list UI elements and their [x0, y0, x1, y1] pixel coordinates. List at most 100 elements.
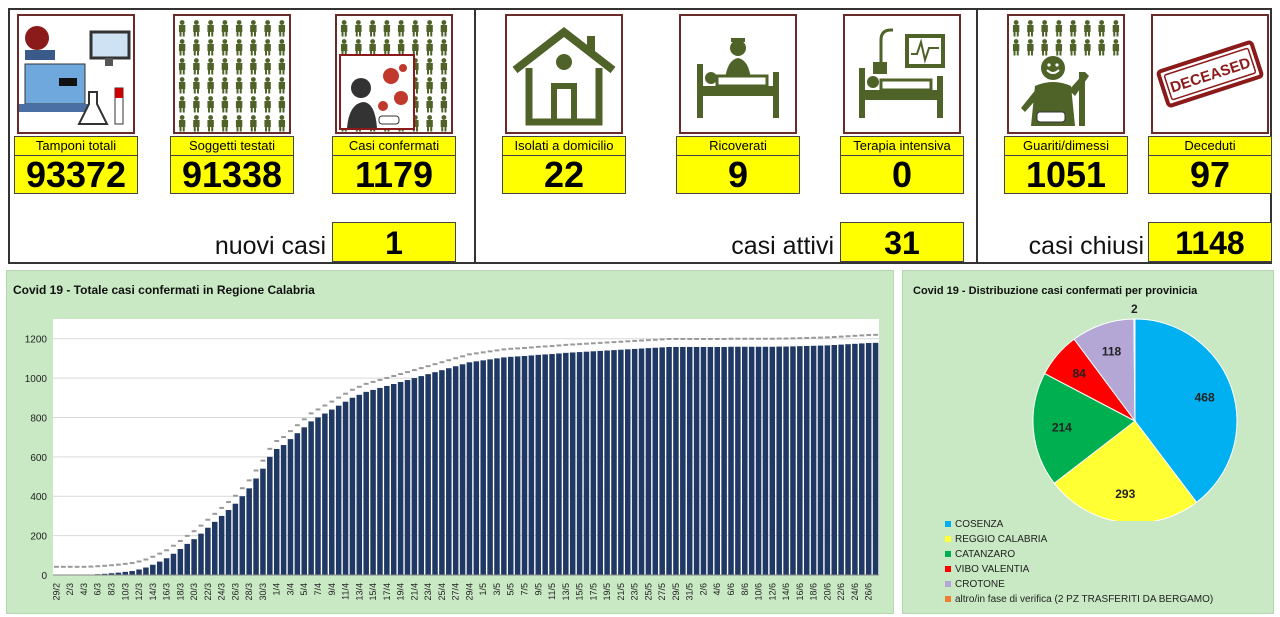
x-tick-label: 21/5 [616, 583, 626, 601]
bar [205, 527, 211, 575]
person-figure-icon [340, 39, 348, 56]
bar-data-label [480, 351, 486, 354]
person-figure-icon [250, 58, 257, 75]
y-tick-label: 0 [41, 571, 47, 582]
person-figure-icon [440, 77, 448, 94]
x-tick-label: 25/5 [643, 583, 653, 601]
person-figure-icon [440, 115, 448, 132]
bar-data-label [618, 340, 624, 343]
x-tick-label: 7/4 [313, 583, 323, 596]
person-figure-icon [250, 96, 257, 113]
plot-area [53, 319, 879, 575]
person-figure-icon [264, 39, 271, 56]
card-label: Isolati a domicilio [502, 136, 626, 156]
bar-data-label [260, 459, 266, 462]
bar-data-label [171, 544, 176, 547]
x-tick-label: 29/4 [464, 583, 474, 601]
summary-label: nuovi casi [214, 232, 326, 260]
person-figure-icon [235, 20, 243, 37]
bar-data-label [315, 408, 321, 411]
bar-data-label [54, 565, 59, 568]
card-value: 91338 [170, 156, 294, 194]
person-figure-icon [340, 20, 348, 37]
bar-data-label [756, 337, 761, 340]
summary-value: 31 [840, 222, 964, 262]
x-tick-label: 7/5 [520, 583, 530, 596]
x-tick-label: 3/5 [492, 583, 502, 596]
bar [163, 558, 170, 575]
bar-data-label [467, 353, 472, 356]
chart-title: Covid 19 - Distribuzione casi confermati… [913, 285, 1198, 297]
pie-data-label: 468 [1195, 391, 1215, 405]
y-tick-label: 600 [30, 453, 47, 464]
person-figure-icon [397, 20, 405, 37]
bar [356, 394, 363, 575]
bar [576, 352, 583, 575]
bar-data-label [522, 347, 527, 350]
bar [101, 573, 108, 575]
bar [411, 378, 418, 575]
summary-value: 1 [332, 222, 456, 262]
person-figure-icon [1098, 39, 1105, 56]
chart-title: Covid 19 - Totale casi confermati in Reg… [13, 283, 315, 297]
bar [177, 549, 184, 575]
person-figure-icon [426, 39, 433, 56]
bar-data-label [645, 339, 651, 342]
bar [218, 515, 225, 575]
bar [322, 413, 328, 575]
y-tick-label: 1000 [25, 374, 48, 385]
legend-entry: VIBO VALENTIA [945, 562, 1213, 577]
people-grid-svg [1012, 20, 1120, 56]
x-tick-label: 23/5 [630, 583, 640, 601]
bar [611, 350, 617, 575]
bar-data-label [129, 562, 135, 565]
legend-swatch [945, 581, 951, 588]
bar-data-label [439, 361, 445, 364]
bar-data-label [763, 337, 768, 340]
bar [631, 348, 638, 575]
bar [714, 346, 720, 575]
bar [625, 349, 631, 575]
bar-data-label [590, 342, 596, 345]
bar-data-label [102, 564, 108, 567]
person-figure-icon [178, 77, 186, 94]
person-figure-icon [221, 77, 229, 94]
bar-data-label [528, 346, 534, 349]
x-tick-label: 12/6 [767, 583, 777, 601]
summary-value: 1148 [1148, 222, 1272, 262]
person-figure-icon [278, 96, 286, 113]
bar-data-label [405, 371, 410, 374]
bar [742, 346, 748, 575]
bar-data-label [322, 404, 328, 407]
y-tick-label: 200 [30, 532, 47, 543]
bar-data-label [652, 338, 658, 341]
bar-data-label [597, 341, 603, 344]
person-figure-icon [178, 96, 186, 113]
y-tick-label: 400 [30, 492, 47, 503]
legend-entry: CATANZARO [945, 547, 1213, 562]
x-tick-label: 19/4 [396, 583, 406, 601]
bar [824, 345, 831, 575]
legend-swatch [945, 536, 951, 543]
bar-data-label [666, 337, 672, 340]
x-tick-label: 14/6 [781, 583, 791, 601]
bar [700, 346, 707, 575]
bar-data-label [577, 343, 582, 346]
x-tick-label: 1/4 [272, 583, 282, 596]
x-tick-label: 24/6 [850, 583, 860, 601]
bar-data-label [556, 344, 562, 347]
bar [872, 342, 879, 575]
bar-data-label [680, 337, 686, 340]
legend-entry: COSENZA [945, 517, 1213, 532]
bar [845, 344, 851, 575]
x-tick-label: 11/4 [341, 583, 351, 600]
bar [652, 347, 659, 575]
person-figure-icon [235, 39, 243, 56]
card-label: Soggetti testati [170, 136, 294, 156]
recovered-person-icon [1007, 14, 1125, 134]
bar-data-label [115, 563, 121, 566]
x-tick-label: 29/2 [51, 583, 61, 601]
bar-data-label [831, 335, 837, 338]
bar [618, 349, 624, 575]
person-figure-icon [178, 58, 186, 75]
